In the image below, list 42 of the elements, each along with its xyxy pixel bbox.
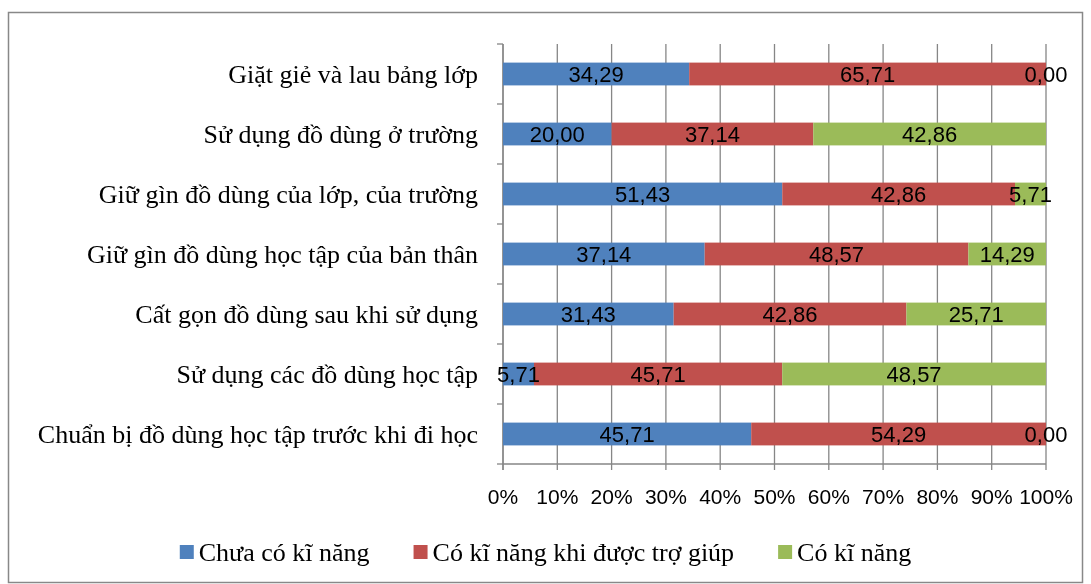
legend-label: Có kĩ năng bbox=[797, 537, 912, 567]
y-tick-label: Giữ gìn đồ dùng của lớp, của trường bbox=[98, 179, 478, 209]
legend-label: Chưa có kĩ năng bbox=[198, 537, 370, 567]
x-tick-label: 100% bbox=[1019, 484, 1073, 508]
y-tick-label: Giữ gìn đồ dùng học tập của bản thân bbox=[86, 239, 478, 269]
data-label: 42,86 bbox=[871, 181, 927, 207]
legend-label: Có kĩ năng khi được trợ giúp bbox=[432, 537, 735, 567]
data-label: 31,43 bbox=[560, 301, 616, 327]
x-tick-label: 30% bbox=[644, 484, 687, 508]
y-tick-label: Sử dụng đồ dùng ở trường bbox=[203, 119, 478, 149]
data-label: 42,86 bbox=[762, 301, 818, 327]
y-tick-label: Chuẩn bị đồ dùng học tập trước khi đi học bbox=[37, 419, 478, 449]
y-tick-label: Sử dụng các đồ dùng học tập bbox=[176, 359, 478, 389]
data-label: 45,71 bbox=[599, 421, 655, 447]
data-label: 51,43 bbox=[615, 181, 671, 207]
data-label: 34,29 bbox=[568, 61, 624, 87]
data-label: 37,14 bbox=[684, 121, 740, 147]
bar bbox=[704, 242, 969, 266]
x-tick-label: 40% bbox=[699, 484, 742, 508]
x-tick-label: 70% bbox=[862, 484, 905, 508]
x-tick-label: 90% bbox=[970, 484, 1013, 508]
data-label: 42,86 bbox=[902, 121, 958, 147]
y-tick-label: Cất gọn đồ dùng sau khi sử dụng bbox=[135, 299, 478, 329]
x-tick-label: 10% bbox=[536, 484, 579, 508]
bar bbox=[503, 182, 783, 206]
data-label: 48,57 bbox=[886, 361, 942, 387]
x-tick-label: 20% bbox=[590, 484, 633, 508]
x-tick-label: 50% bbox=[753, 484, 796, 508]
data-label: 25,71 bbox=[948, 301, 1004, 327]
x-tick-label: 60% bbox=[807, 484, 850, 508]
data-label: 14,29 bbox=[979, 241, 1035, 267]
data-label: 65,71 bbox=[840, 61, 896, 87]
data-label: 45,71 bbox=[630, 361, 686, 387]
bar bbox=[503, 422, 752, 446]
data-label: 48,57 bbox=[809, 241, 865, 267]
data-label: 54,29 bbox=[871, 421, 927, 447]
x-tick-label: 0% bbox=[487, 484, 519, 508]
data-label: 20,00 bbox=[529, 121, 585, 147]
x-tick-label: 80% bbox=[916, 484, 959, 508]
y-tick-label: Giặt giẻ và lau bảng lớp bbox=[228, 59, 478, 89]
data-label: 37,14 bbox=[576, 241, 632, 267]
bar bbox=[782, 362, 1046, 386]
